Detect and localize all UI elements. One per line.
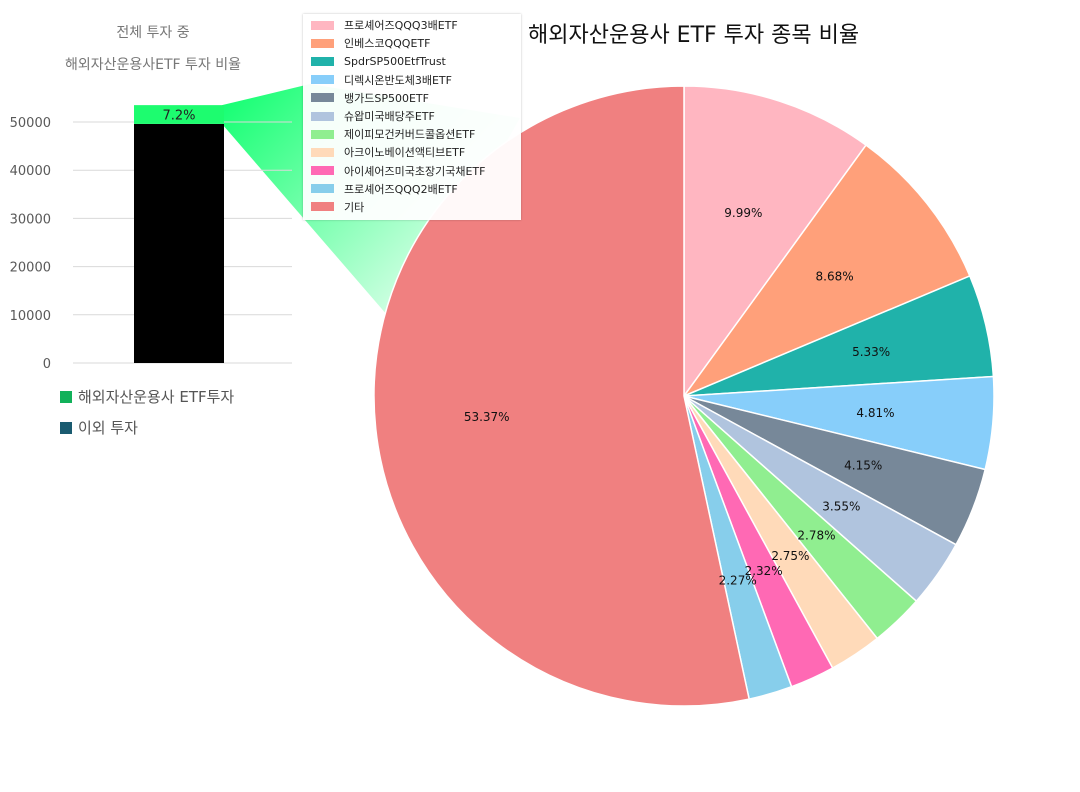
bar-y-tick-label: 20000 <box>10 261 51 276</box>
bar-data-label: 7.2% <box>162 109 195 124</box>
pie-legend-label: 제이피모건커버드콜옵션ETF <box>344 128 476 142</box>
pie-legend-swatch <box>311 38 334 48</box>
pie-legend-label: 프로셰어즈QQQ3배ETF <box>344 19 458 33</box>
bar-legend-label-etf: 해외자산운용사 ETF투자 <box>78 388 235 406</box>
pie-slice-label: 5.33% <box>852 345 890 359</box>
pie-slice-label: 4.15% <box>844 458 882 472</box>
pie-slice-label: 9.99% <box>724 206 762 220</box>
pie-legend-item: SpdrSP500EtfTrust <box>311 52 521 70</box>
pie-legend-label: 디렉시온반도체3배ETF <box>344 73 452 87</box>
pie-legend-item: 뱅가드SP500ETF <box>311 89 521 107</box>
bar-segment-other <box>134 123 224 363</box>
bar-legend-label-other: 이외 투자 <box>78 419 138 437</box>
pie-legend-swatch <box>311 202 334 212</box>
pie-legend-swatch <box>311 75 334 85</box>
pie-legend-label: 뱅가드SP500ETF <box>344 91 429 105</box>
pie-legend-label: 인베스코QQQETF <box>344 37 431 51</box>
pie-legend-swatch <box>311 20 334 30</box>
bar-y-tick-label: 50000 <box>10 116 51 131</box>
pie-slice-label: 8.68% <box>816 270 854 284</box>
pie-legend-label: 프로셰어즈QQQ2배ETF <box>344 182 458 196</box>
pie-slice-label: 2.75% <box>771 549 809 563</box>
pie-slice-0 <box>683 85 868 399</box>
pie-legend-item: 디렉시온반도체3배ETF <box>311 71 521 89</box>
pie-legend: 프로셰어즈QQQ3배ETF 인베스코QQQETF SpdrSP500EtfTrust… <box>303 14 521 220</box>
pie-legend-item: 인베스코QQQETF <box>311 34 521 52</box>
pie-slice-label: 2.27% <box>719 574 757 588</box>
bar-legend-item-other: 이외 투자 <box>60 417 138 438</box>
bar-y-tick-label: 0 <box>43 357 51 372</box>
pie-chart-title: 해외자산운용사 ETF 투자 종목 비율 <box>528 23 860 48</box>
pie-legend-item: 제이피모건커버드콜옵션ETF <box>311 125 521 143</box>
pie-legend-label: SpdrSP500EtfTrust <box>344 54 446 68</box>
bar-legend-swatch-etf <box>60 390 72 403</box>
bar-y-tick-label: 40000 <box>10 164 51 179</box>
pie-slice-label: 4.81% <box>856 406 894 420</box>
pie-legend-item: 아크이노베이션액티브ETF <box>311 143 521 161</box>
pie-legend-item: 슈왑미국배당주ETF <box>311 107 521 125</box>
pie-legend-swatch <box>311 111 334 121</box>
bar-y-tick-label: 30000 <box>10 212 51 227</box>
pie-legend-item: 기타 <box>311 198 521 216</box>
pie-legend-label: 아크이노베이션액티브ETF <box>344 146 466 160</box>
bar-chart-title-line2: 해외자산운용사ETF 투자 비율 <box>64 57 242 73</box>
pie-legend-label: 슈왑미국배당주ETF <box>344 110 435 124</box>
pie-slice-1 <box>681 144 971 398</box>
pie-slice-label: 3.55% <box>822 499 860 513</box>
pie-slice-label: 2.32% <box>745 564 783 578</box>
pie-legend-swatch <box>311 166 334 176</box>
pie-slice-label: 53.37% <box>464 410 510 424</box>
pie-legend-label: 아이셰어즈미국초장기국채ETF <box>344 164 486 178</box>
bar-legend-swatch-other <box>60 421 72 434</box>
pie-slice-label: 2.78% <box>797 528 835 542</box>
bar-segment-etf <box>134 105 224 124</box>
bar-y-tick-label: 10000 <box>10 309 51 324</box>
pie-legend-item: 프로셰어즈QQQ2배ETF <box>311 180 521 198</box>
pie-legend-item: 아이셰어즈미국초장기국채ETF <box>311 162 521 180</box>
pie-legend-swatch <box>311 129 334 139</box>
pie-legend-item: 프로셰어즈QQQ3배ETF <box>311 16 521 34</box>
pie-legend-swatch <box>311 93 334 103</box>
pie-legend-label: 기타 <box>344 200 365 214</box>
pie-legend-swatch <box>311 147 334 157</box>
bar-legend-item-etf: 해외자산운용사 ETF투자 <box>60 386 234 407</box>
bar-chart-title-line1: 전체 투자 중 <box>116 25 190 41</box>
pie-slice-10 <box>373 85 751 707</box>
pie-legend-swatch <box>311 56 334 66</box>
pie-legend-swatch <box>311 184 334 194</box>
